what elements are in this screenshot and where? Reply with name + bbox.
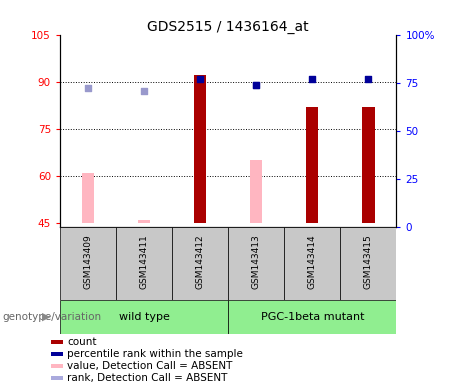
Point [253,82,260,88]
Text: PGC-1beta mutant: PGC-1beta mutant [260,312,364,322]
Point [253,82,260,88]
Bar [340,227,396,300]
Bar [138,220,150,223]
Bar [60,227,116,300]
Text: GSM143411: GSM143411 [140,234,148,289]
Point [196,76,204,82]
Point [365,76,372,82]
Bar [228,300,396,334]
Text: genotype/variation: genotype/variation [2,312,101,322]
Bar [306,107,319,223]
Bar [250,161,262,223]
Title: GDS2515 / 1436164_at: GDS2515 / 1436164_at [148,20,309,33]
Text: GSM143413: GSM143413 [252,234,261,289]
Bar [116,227,172,300]
Bar [172,227,228,300]
Text: GSM143414: GSM143414 [308,234,317,289]
Bar [51,376,63,380]
Point [309,76,316,82]
Text: percentile rank within the sample: percentile rank within the sample [67,349,243,359]
Bar [51,364,63,368]
Text: wild type: wild type [118,312,170,322]
Point [140,88,148,94]
Text: count: count [67,337,97,347]
Bar [228,227,284,300]
Text: GSM143409: GSM143409 [83,234,93,289]
Text: GSM143412: GSM143412 [195,234,205,289]
Text: ▶: ▶ [42,312,51,322]
Bar [194,76,207,223]
Text: rank, Detection Call = ABSENT: rank, Detection Call = ABSENT [67,373,227,383]
Point [84,85,92,91]
Bar [51,352,63,356]
Bar [82,173,94,223]
Bar [362,107,375,223]
Bar [51,340,63,344]
Text: value, Detection Call = ABSENT: value, Detection Call = ABSENT [67,361,232,371]
Bar [284,227,340,300]
Bar [60,300,228,334]
Text: GSM143415: GSM143415 [364,234,373,289]
